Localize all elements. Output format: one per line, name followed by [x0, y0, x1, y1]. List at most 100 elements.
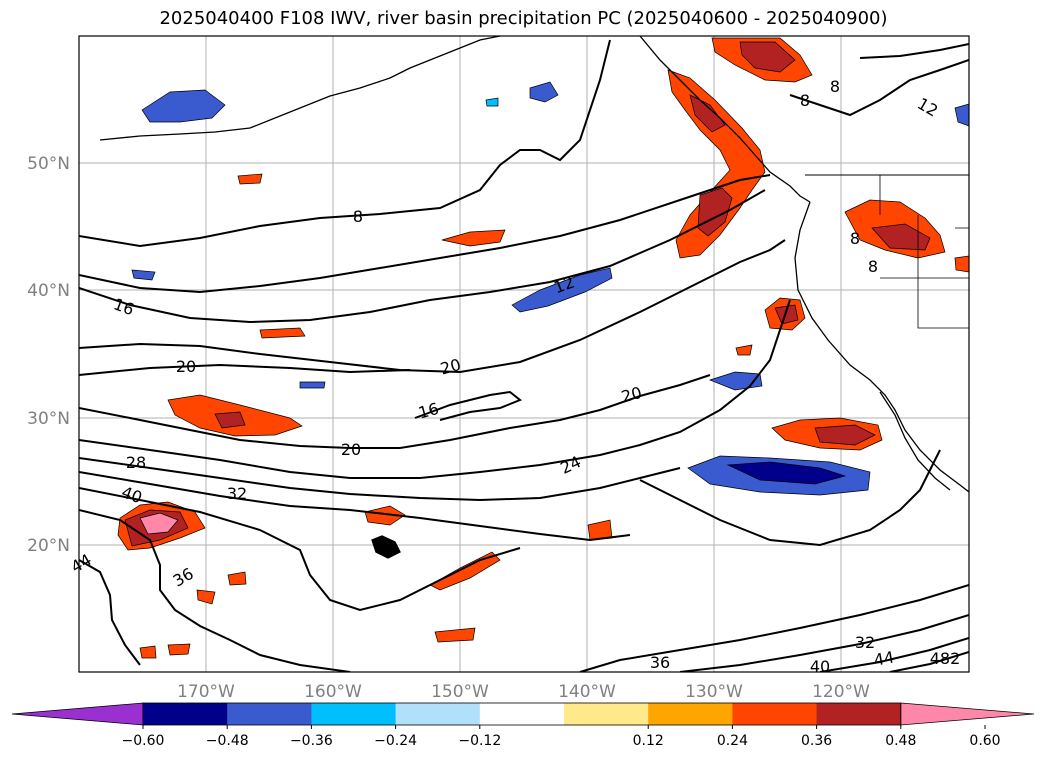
contour-40	[79, 509, 351, 672]
border-states	[879, 175, 969, 329]
colorbar-tick-label: 0.48	[885, 733, 916, 749]
contour-16	[79, 189, 766, 324]
colorbar-tick-label: −0.24	[374, 733, 417, 749]
contour-20c	[79, 374, 711, 449]
colorbar-tick-label: 0.12	[633, 733, 664, 749]
lon-label-120w: 120°W	[812, 682, 870, 702]
contour-label: 44	[872, 647, 895, 669]
colorbar-segment	[648, 703, 733, 725]
contour-20	[79, 363, 411, 376]
lat-label-30n: 30°N	[27, 409, 70, 429]
precip-blob-neg-bering	[141, 89, 226, 123]
lon-label-160w: 160°W	[304, 682, 362, 702]
lat-label-20n: 20°N	[27, 536, 70, 556]
contour-label: 20	[341, 440, 361, 459]
lon-label-170w: 170°W	[177, 682, 235, 702]
contour-36b	[579, 584, 969, 672]
precip-blob-15n-165w	[196, 589, 216, 605]
contour-24b	[639, 449, 941, 547]
contour-40b	[679, 614, 969, 672]
precip-blob-baja-core	[814, 424, 876, 446]
colorbar-tick-labels: −0.60 −0.48 −0.36 −0.24 −0.12 0.12 0.24 0.36 0.4…	[122, 725, 1001, 749]
precip-blob-12n-150w	[434, 627, 476, 643]
map-frame	[78, 35, 970, 673]
contour-8	[79, 39, 611, 248]
precip-blob-30n-170w-core	[214, 411, 246, 429]
latitude-labels: 50°N 40°N 30°N 20°N	[27, 154, 70, 556]
contour-label: 482	[930, 649, 961, 668]
contour-label: 32	[227, 484, 247, 503]
contour-12b	[789, 59, 969, 117]
precip-blob-neg-gulf-small	[485, 97, 499, 107]
precip-blob-neg-34n-160w	[299, 381, 326, 389]
contour-label: 16	[416, 399, 441, 423]
colorbar-tick-label: −0.60	[122, 733, 165, 749]
contour-label: 20	[619, 383, 644, 407]
coast-hawaii	[371, 535, 401, 559]
precip-blob-21n-158w	[364, 505, 406, 526]
colorbar-segment	[311, 703, 397, 725]
coast-bc	[639, 36, 811, 203]
contour-label: 20	[176, 357, 196, 376]
precip-blob-10n-168w	[167, 643, 191, 656]
precip-blob-neg-edge	[954, 103, 969, 127]
longitude-labels: 170°W 160°W 150°W 140°W 130°W 120°W	[177, 682, 870, 702]
precip-blob-43n-150w	[441, 229, 506, 247]
map-background	[79, 36, 969, 672]
colorbar-extend-max	[900, 702, 1035, 726]
lon-label-140w: 140°W	[558, 682, 616, 702]
precip-blob-neg-gulf	[529, 81, 559, 103]
precip-blob-16n-167w	[227, 571, 247, 586]
precip-blob-interior-nw-core	[871, 223, 931, 251]
colorbar-segment	[816, 703, 902, 725]
colorbar-tick-label: −0.12	[458, 733, 501, 749]
contour-label: 8	[868, 257, 878, 276]
colorbar-segment	[564, 703, 649, 725]
contour-label: 40	[810, 657, 830, 676]
colorbar-tick-label: 0.36	[801, 733, 832, 749]
contour-label: 8	[850, 229, 860, 248]
precip-blob-neg-baja-core	[726, 461, 847, 485]
precip-blob-pnw-coast	[667, 69, 766, 259]
precip-blob-49n-168w	[237, 173, 263, 185]
precip-blob-neg-44n-172w	[131, 269, 156, 281]
lat-label-40n: 40°N	[27, 281, 70, 301]
contour-44b	[819, 637, 969, 672]
precip-blob-15n-150w	[429, 551, 501, 591]
contour-44	[79, 559, 141, 666]
lon-label-150w: 150°W	[431, 682, 489, 702]
colorbar-segment	[395, 703, 481, 725]
contour-12	[79, 174, 771, 294]
contour-20b	[79, 239, 786, 374]
precip-blob-36n-165w	[259, 327, 306, 339]
precip-blob-edge-right	[954, 255, 969, 273]
contour-16c	[859, 43, 969, 59]
colorbar-tick-label: −0.48	[206, 733, 249, 749]
contour-36	[79, 487, 521, 612]
colorbar-tick-label: 0.24	[717, 733, 748, 749]
colorbar-segment	[143, 703, 228, 725]
precip-blob-10n-172w	[139, 645, 157, 659]
contour-label: 36	[650, 653, 670, 672]
precip-blob-22n-175w-peak	[139, 512, 179, 535]
precip-blob-pnw-core	[697, 187, 733, 237]
colorbar-segment	[479, 703, 565, 725]
precip-blob-bc-north-core	[739, 41, 796, 73]
contour-16b	[414, 390, 522, 421]
lon-label-130w: 130°W	[685, 682, 743, 702]
map-title: 2025040400 F108 IWV, river basin precipi…	[159, 8, 888, 29]
colorbar	[11, 702, 1035, 726]
precip-blob-35n-130w	[735, 344, 753, 356]
colorbar-segment	[732, 703, 818, 725]
coast-alaska	[99, 36, 501, 141]
contour-label: 32	[855, 633, 875, 652]
colorbar-segment	[227, 703, 312, 725]
contour-label: 8	[830, 77, 840, 96]
precip-anomaly-fills	[117, 37, 969, 659]
precip-blob-bc-core	[689, 94, 726, 133]
colorbar-tick-label: −0.36	[290, 733, 333, 749]
contour-label: 20	[438, 355, 463, 379]
contour-32	[79, 471, 631, 542]
